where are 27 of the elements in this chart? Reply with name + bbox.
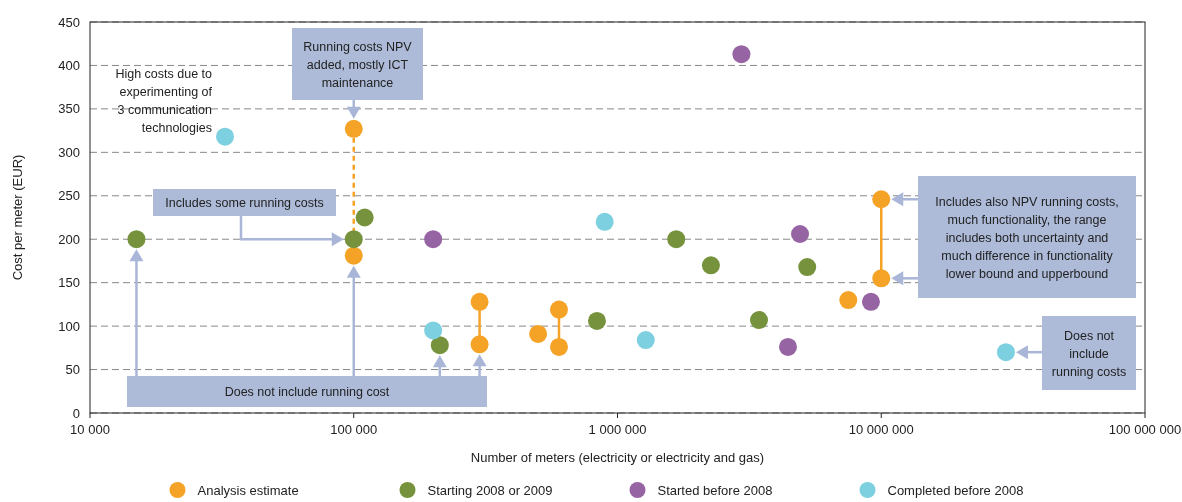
annotation: Includes some running costs: [165, 196, 324, 210]
y-tick-label: 0: [72, 405, 80, 421]
x-tick-label: 100 000: [330, 422, 378, 437]
x-tick-label: 10 000 000: [848, 422, 914, 437]
x-axis-title: Number of meters (electricity or electricity and gas): [470, 450, 765, 465]
legend-label: Completed before 2008: [887, 483, 1024, 498]
y-tick-label: 300: [58, 144, 80, 160]
x-tick-label: 10 000: [70, 422, 110, 437]
y-tick-label: 250: [58, 188, 80, 204]
annotation: Does not include running costs: [1051, 328, 1127, 379]
annotation: Running costs NPV added, mostly ICT maintenance: [303, 39, 413, 90]
y-tick-label: 200: [58, 231, 80, 247]
legend-label: Starting 2008 or 2009: [427, 483, 553, 498]
y-tick-label: 150: [58, 275, 80, 291]
y-tick-label: 100: [58, 318, 80, 334]
annotation: High costs due to experimenting of 3 communication technologies: [115, 67, 213, 135]
y-tick-label: 400: [58, 57, 80, 73]
y-tick-label: 350: [58, 101, 80, 117]
annotation: Does not include running cost: [224, 385, 390, 399]
y-tick-label: 50: [65, 362, 80, 378]
x-tick-label: 100 000 000: [1108, 422, 1182, 437]
legend-label: Analysis estimate: [197, 483, 299, 498]
legend-label: Started before 2008: [657, 483, 773, 498]
y-axis-title: Cost per meter (EUR): [10, 154, 25, 281]
x-tick-label: 1 000 000: [588, 422, 647, 437]
y-tick-label: 450: [58, 14, 80, 30]
annotation: Includes also NPV running costs, much functionality, the range includes both uncertainty and much difference in functionality lower bound and upperbound: [935, 194, 1119, 281]
